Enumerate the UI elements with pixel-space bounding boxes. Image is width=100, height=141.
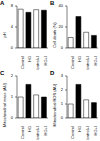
html-text:C: C <box>0 70 5 76</box>
html-text:pH: pH <box>1 32 7 38</box>
svg-text:20: 20 <box>59 24 64 29</box>
svg-text:2: 2 <box>61 87 64 92</box>
svg-text:0: 0 <box>11 45 14 50</box>
svg-text:Control: Control <box>70 56 75 69</box>
svg-text:0: 0 <box>61 115 64 120</box>
svg-text:Control: Control <box>20 56 25 69</box>
svg-text:0: 0 <box>61 45 64 50</box>
svg-text:Control+I: Control+I <box>35 126 40 140</box>
svg-text:HG: HG <box>27 56 32 62</box>
svg-text:Control+I: Control+I <box>85 126 90 140</box>
svg-text:2: 2 <box>11 73 14 78</box>
html-text:Cell death (%): Cell death (%) <box>51 22 57 48</box>
svg-text:40: 40 <box>59 3 64 8</box>
svg-text:1: 1 <box>11 94 14 99</box>
svg-text:HG+I: HG+I <box>43 126 48 135</box>
svg-text:HG+I: HG+I <box>43 56 48 65</box>
svg-text:Control: Control <box>20 126 25 139</box>
html-text:A: A <box>0 0 5 6</box>
svg-text:Control+I: Control+I <box>85 56 90 70</box>
svg-text:Control: Control <box>70 126 75 139</box>
svg-text:1: 1 <box>61 101 64 106</box>
svg-text:8: 8 <box>11 3 14 8</box>
svg-text:4: 4 <box>11 24 14 29</box>
html-text:B: B <box>50 0 55 6</box>
svg-text:HG: HG <box>77 126 82 132</box>
svg-text:HG: HG <box>27 126 32 132</box>
svg-text:3: 3 <box>61 73 64 78</box>
svg-text:0: 0 <box>11 115 14 120</box>
svg-text:HG: HG <box>77 56 82 62</box>
html-text:D: D <box>50 70 55 76</box>
html-text:Mitochondrial mass (AU): Mitochondrial mass (AU) <box>1 83 7 127</box>
html-text:Mitochondrial ROS (AU): Mitochondrial ROS (AU) <box>51 83 57 127</box>
svg-text:Control+I: Control+I <box>35 56 40 70</box>
